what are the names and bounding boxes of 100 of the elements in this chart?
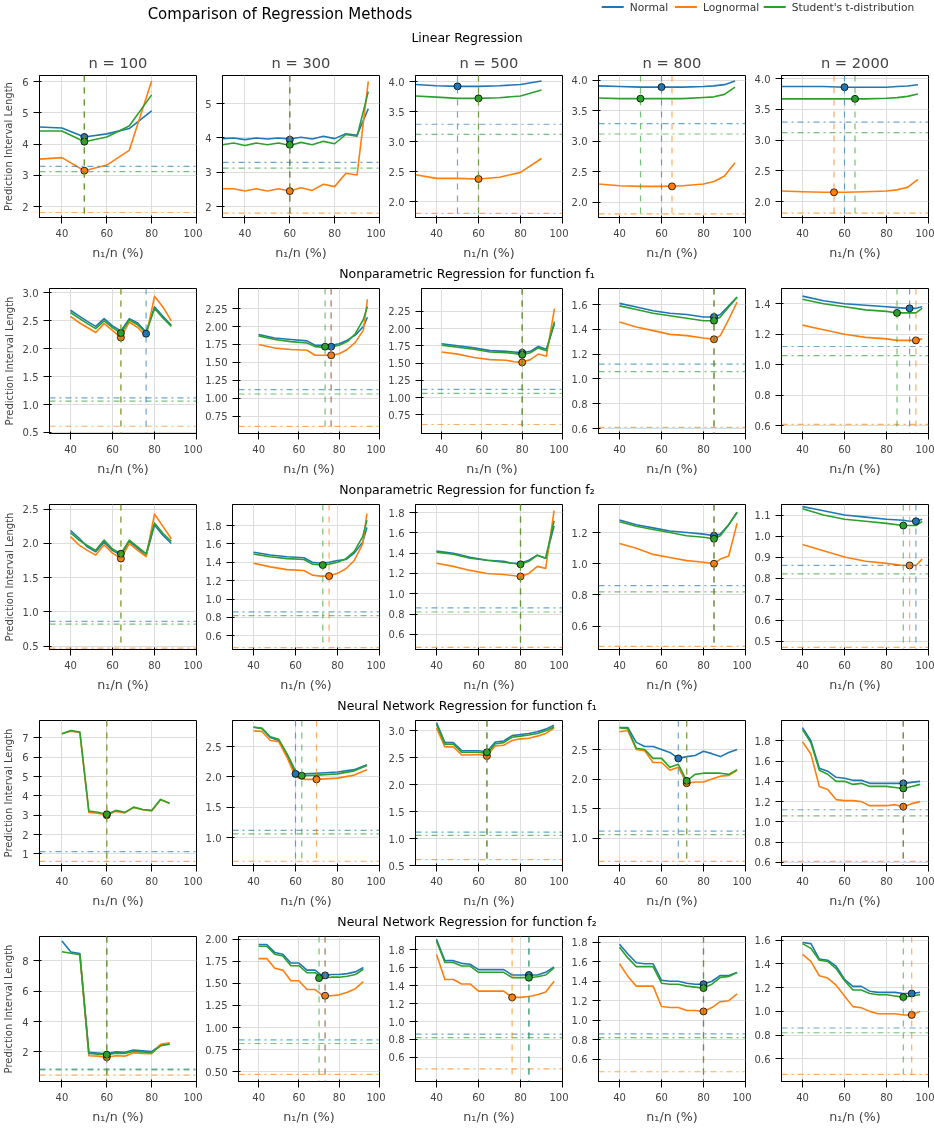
chart-subtitle: Linear Regression (411, 29, 523, 47)
x-tick-label: 100 (915, 1091, 934, 1103)
y-tick-label: 1.6 (571, 299, 588, 311)
x-tick-label: 80 (514, 659, 527, 671)
x-tick-label: 40 (796, 1091, 809, 1103)
x-tick-label: 40 (247, 659, 260, 671)
y-tick-label: 1.4 (388, 548, 405, 560)
y-tick-label: 1.0 (571, 833, 588, 845)
x-tick-label: 40 (796, 227, 809, 239)
x-tick-label: 80 (880, 659, 893, 671)
y-axis-title: Prediction Interval Length (3, 728, 15, 858)
x-axis-title: n₁/n (%) (829, 1108, 881, 1124)
y-tick-label: 0.6 (388, 629, 405, 641)
y-tick-label: 6 (22, 752, 29, 764)
x-tick-label: 60 (655, 227, 668, 239)
y-tick-label: 2.00 (205, 934, 228, 946)
x-tick-label: 60 (472, 227, 485, 239)
y-tick-label: 1.2 (205, 575, 222, 587)
x-tick-label: 100 (366, 443, 386, 455)
x-tick-label: 80 (880, 443, 893, 455)
y-tick-label: 2.0 (388, 779, 405, 791)
y-tick-label: 4.0 (388, 76, 405, 88)
y-tick-label: 1.25 (388, 375, 411, 387)
y-tick-label: 1.0 (571, 1015, 588, 1027)
y-tick-label: 1.1 (754, 510, 771, 522)
y-tick-label: 1.5 (388, 806, 405, 818)
x-axis-title: n₁/n (%) (829, 244, 881, 260)
x-tick-label: 40 (613, 875, 626, 887)
x-tick-label: 100 (915, 443, 934, 455)
x-tick-label: 100 (915, 227, 934, 239)
y-tick-label: 3.0 (754, 135, 771, 147)
y-tick-label: 5 (22, 771, 29, 783)
chart-title: n = 100 (88, 53, 148, 71)
y-tick-label: 2.25 (205, 303, 228, 315)
y-tick-label: 0.8 (754, 1030, 771, 1042)
x-tick-label: 60 (100, 1091, 114, 1103)
y-tick-label: 3.5 (571, 105, 588, 117)
y-tick-label: 1.8 (388, 944, 405, 956)
y-tick-label: 2.5 (22, 315, 39, 327)
y-tick-label: 1.6 (754, 935, 771, 947)
x-tick-label: 60 (289, 875, 302, 887)
y-tick-label: 0.75 (205, 411, 228, 423)
x-tick-label: 40 (796, 443, 809, 455)
y-tick-label: 3.0 (388, 725, 405, 737)
x-tick-label: 40 (430, 875, 443, 887)
x-tick-label: 40 (796, 659, 809, 671)
y-tick-label: 1.4 (388, 980, 405, 992)
x-tick-label: 40 (613, 227, 626, 239)
y-tick-label: 1.8 (754, 735, 771, 747)
x-tick-label: 80 (331, 875, 344, 887)
x-tick-label: 80 (697, 227, 710, 239)
y-tick-label: 1.2 (754, 982, 771, 994)
y-tick-label: 2.5 (571, 744, 588, 756)
x-tick-label: 60 (106, 443, 119, 455)
y-tick-label: 4 (22, 790, 29, 802)
y-tick-label: 0.6 (388, 1052, 405, 1064)
x-tick-label: 40 (247, 875, 260, 887)
y-tick-label: 1.8 (571, 937, 588, 949)
y-tick-label: 1.00 (388, 392, 411, 404)
x-tick-label: 80 (880, 875, 893, 887)
y-tick-label: 2.0 (571, 774, 588, 786)
y-tick-label: 3.5 (388, 106, 405, 118)
x-tick-label: 80 (515, 443, 529, 455)
y-tick-label: 1.0 (754, 531, 771, 543)
x-axis-title: n₁/n (%) (646, 676, 698, 692)
y-tick-label: 1.5 (22, 572, 39, 584)
x-tick-label: 60 (292, 443, 306, 455)
y-tick-label: 5 (205, 98, 212, 110)
x-tick-label: 60 (283, 227, 297, 239)
x-axis-title: n₁/n (%) (466, 460, 518, 476)
x-tick-label: 100 (915, 659, 934, 671)
y-tick-label: 2.00 (388, 323, 411, 335)
y-tick-label: 1.2 (571, 995, 588, 1007)
y-tick-label: 5 (22, 107, 29, 119)
x-tick-label: 40 (238, 227, 252, 239)
x-tick-label: 100 (549, 1091, 569, 1103)
y-tick-label: 1.0 (205, 832, 222, 844)
y-axis-title: Prediction Interval Length (3, 296, 15, 426)
y-tick-label: 2.5 (205, 741, 222, 753)
y-tick-label: 1.6 (754, 756, 771, 768)
x-tick-label: 40 (55, 875, 69, 887)
x-tick-label: 40 (796, 875, 809, 887)
y-tick-label: 4 (205, 132, 212, 144)
y-tick-label: 0.5 (22, 641, 39, 653)
x-tick-label: 80 (697, 659, 710, 671)
x-tick-label: 80 (697, 1091, 710, 1103)
x-axis-title: n₁/n (%) (283, 1108, 335, 1124)
y-tick-label: 0.6 (754, 1053, 771, 1065)
y-tick-label: 1.0 (22, 399, 39, 411)
y-tick-label: 0.8 (754, 390, 771, 402)
x-axis-title: n₁/n (%) (463, 676, 515, 692)
y-tick-label: 3.0 (388, 136, 405, 148)
chart-title: n = 300 (271, 53, 331, 71)
y-tick-label: 1.75 (388, 340, 411, 352)
y-tick-label: 1.0 (388, 588, 405, 600)
y-tick-label: 1.0 (388, 833, 405, 845)
y-tick-label: 2.5 (571, 166, 588, 178)
x-tick-label: 80 (145, 875, 159, 887)
x-tick-label: 40 (613, 659, 626, 671)
y-tick-label: 3.0 (571, 136, 588, 148)
